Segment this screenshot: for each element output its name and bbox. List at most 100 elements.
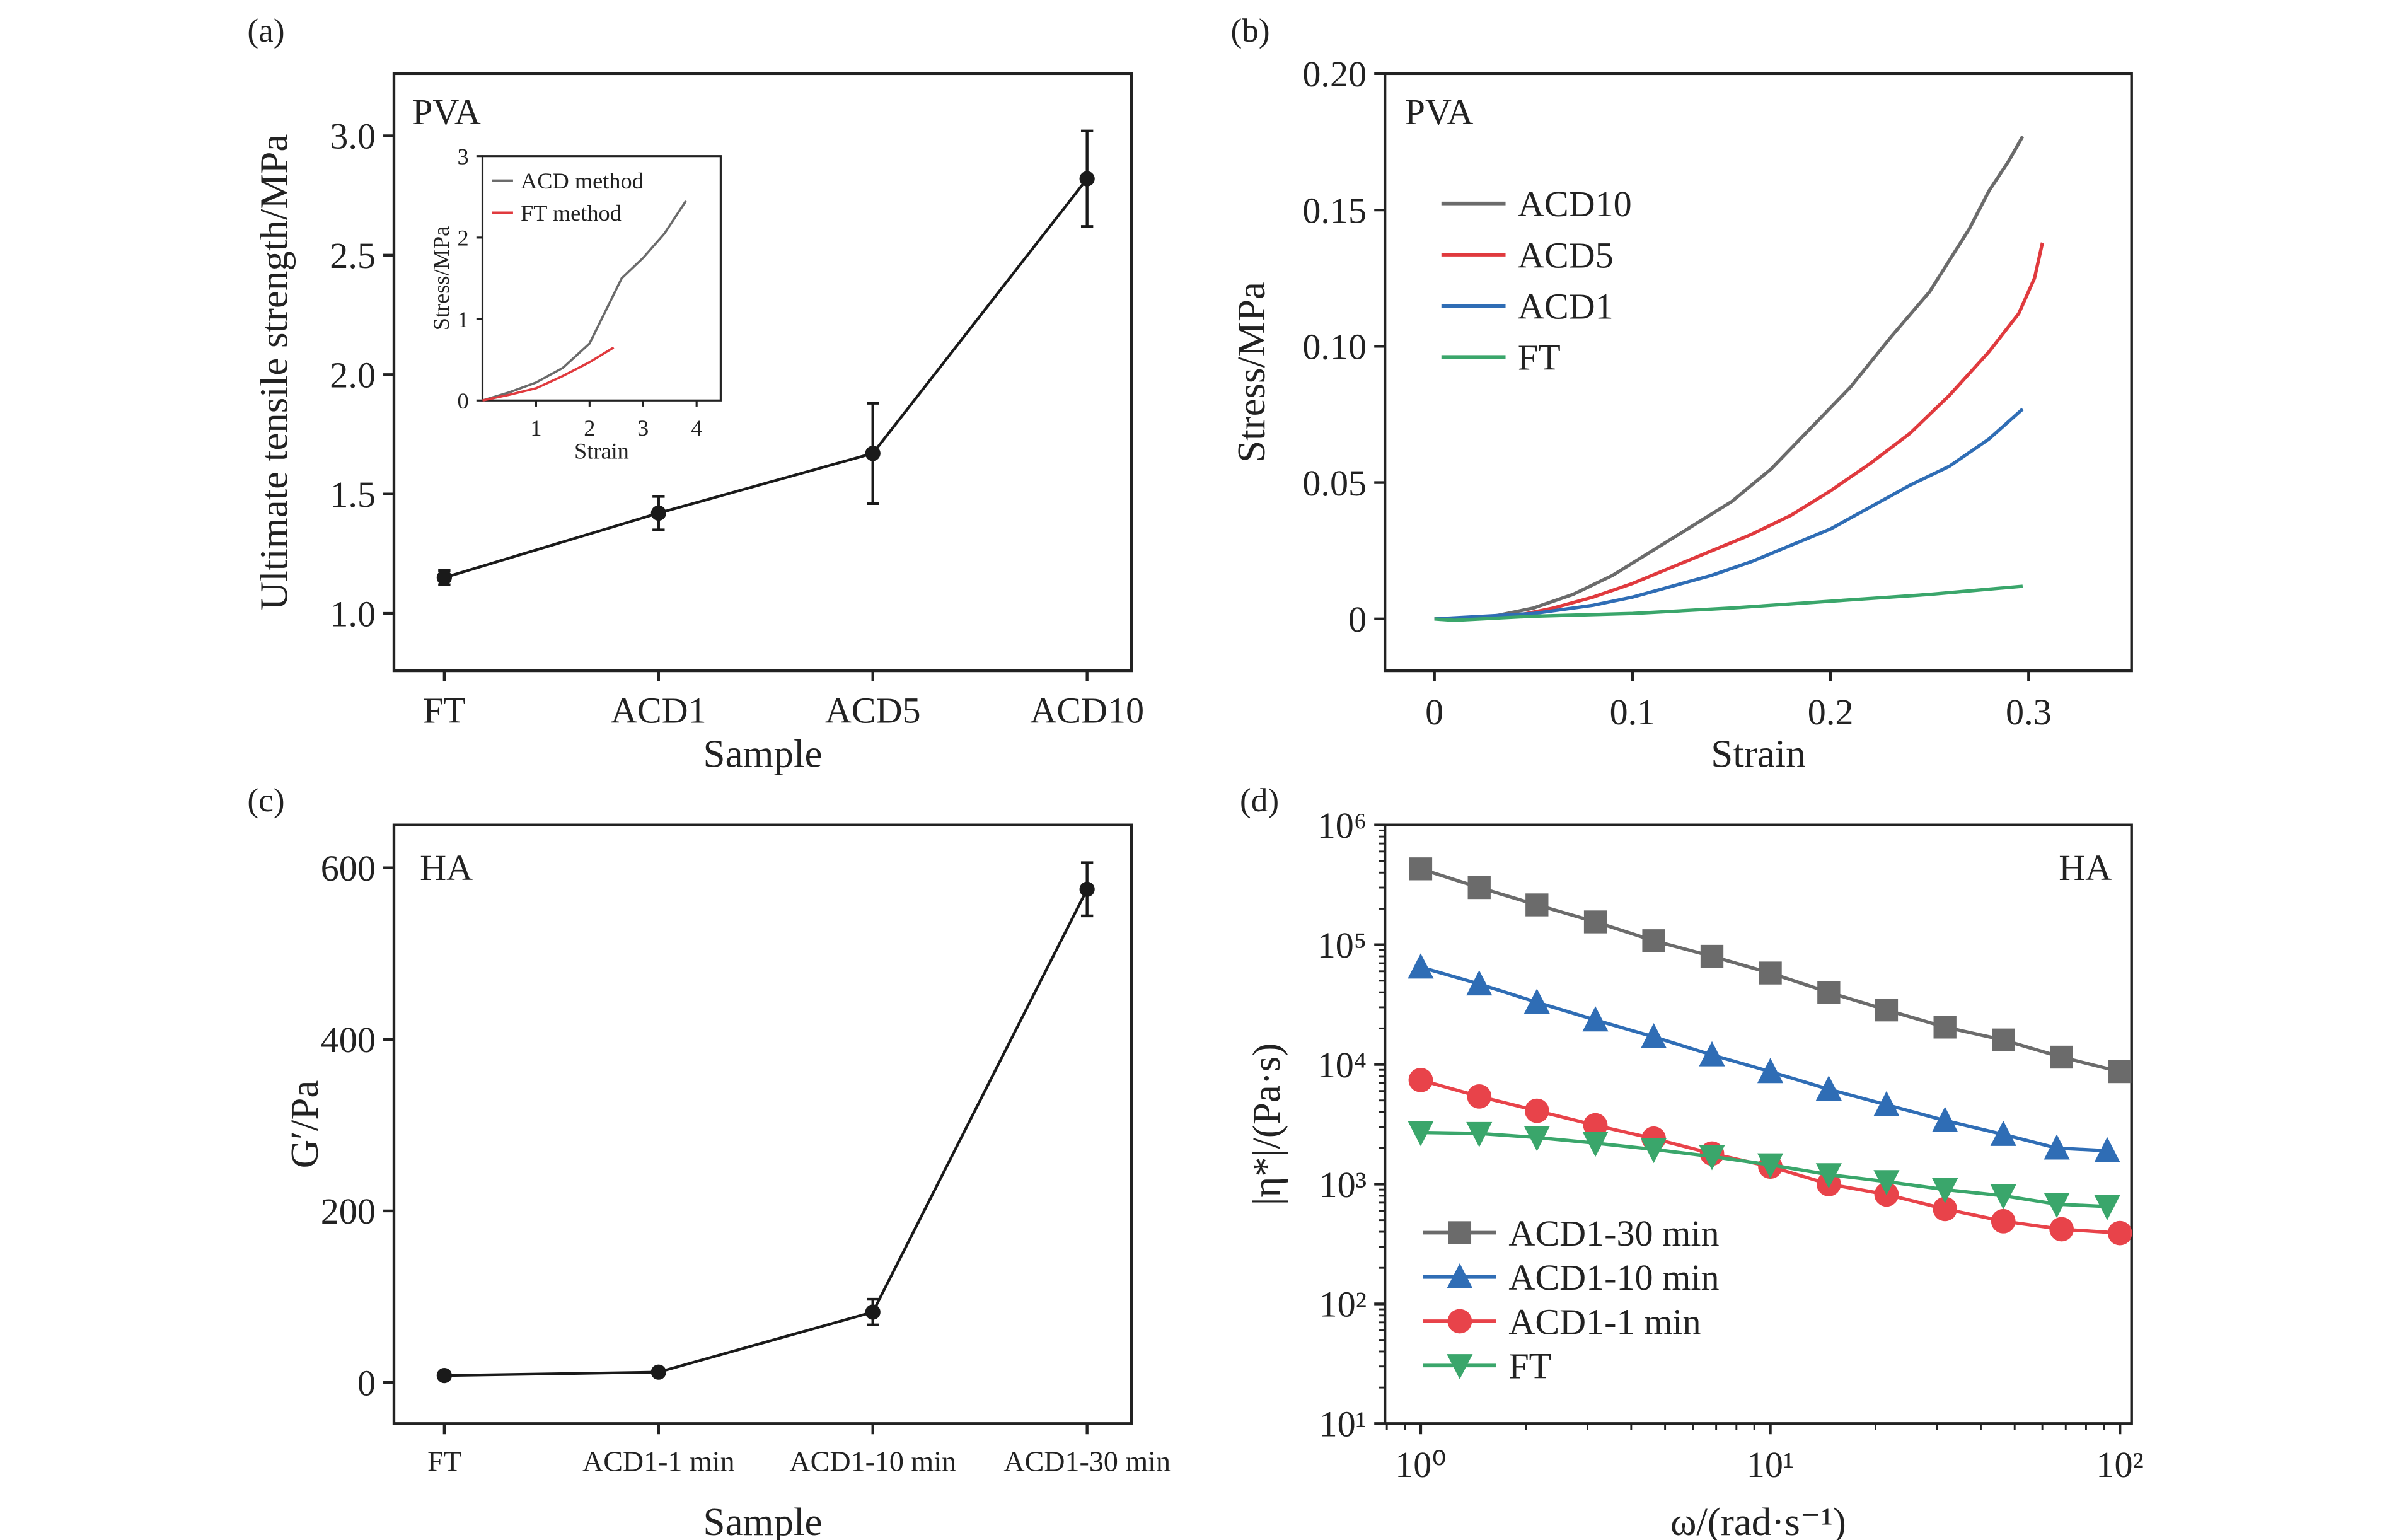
series-line: [444, 178, 1089, 579]
x-tick-label: 0: [1425, 692, 1443, 732]
x-tick-label: 2: [584, 415, 595, 441]
data-point: [1408, 1121, 1434, 1147]
y-tick-label: 3.0: [330, 116, 376, 157]
panel-letter-d: (d): [1240, 782, 1279, 819]
x-tick-label: 10¹: [1747, 1444, 1795, 1485]
data-point: [436, 570, 452, 586]
x-axis-label: ω/(rad·s⁻¹): [1670, 1500, 1846, 1540]
y-axis-label: Stress/MPa: [1229, 282, 1273, 463]
data-point: [1699, 1145, 1725, 1171]
legend-label: ACD1-10 min: [1508, 1257, 1719, 1298]
series-line-1: [1434, 242, 2044, 621]
data-point: [1932, 1106, 1958, 1132]
y-tick-label: 0: [357, 1362, 376, 1403]
x-axis-label: Strain: [574, 438, 629, 463]
series-line-0: [1434, 136, 2025, 621]
plot-frame: [392, 823, 1133, 1425]
data-point: [1875, 998, 1899, 1022]
data-point: [1759, 961, 1782, 985]
panel-annotation: PVA: [412, 91, 481, 132]
x-axis-label: Sample: [703, 1500, 823, 1540]
y-tick-label: 0.15: [1302, 190, 1367, 231]
data-point: [1873, 1170, 1900, 1196]
y-tick-label: 0.10: [1302, 327, 1367, 368]
data-point: [1408, 1068, 1433, 1092]
data-point: [865, 1304, 881, 1320]
x-axis-label: Sample: [703, 732, 823, 776]
data-point: [650, 1364, 666, 1380]
y-tick-label: 600: [321, 848, 376, 889]
panel-annotation: HA: [2059, 847, 2112, 888]
legend-label: ACD10: [1518, 183, 1632, 224]
data-point: [1523, 988, 1550, 1014]
data-point: [1991, 1208, 2016, 1234]
data-point: [1641, 1138, 1667, 1164]
legend-label: ACD1-30 min: [1508, 1213, 1719, 1254]
legend-label: ACD5: [1518, 234, 1614, 275]
y-tick-label: 2.5: [330, 235, 376, 276]
series-line-3: [1434, 584, 2023, 622]
y-tick-label: 10⁴: [1317, 1045, 1367, 1086]
legend-label: ACD1-1 min: [1508, 1301, 1701, 1342]
y-tick-label: 0: [458, 388, 469, 414]
plot-frame: [392, 72, 1133, 673]
plot-frame: [1383, 72, 2133, 673]
x-tick-label: FT: [427, 1445, 461, 1477]
data-point: [1817, 981, 1841, 1004]
y-axis-label: |η*|/(Pa·s): [1244, 1043, 1288, 1206]
data-point: [1079, 171, 1095, 187]
data-point: [1815, 1075, 1842, 1101]
y-axis-label: Ultimate tensile strength/MPa: [251, 134, 296, 611]
x-tick-label: 3: [637, 415, 649, 441]
panel-annotation: HA: [420, 847, 473, 888]
legend-label: ACD1: [1518, 286, 1614, 327]
data-point: [1409, 857, 1433, 881]
data-point: [650, 505, 666, 521]
series-line-1: [482, 346, 615, 402]
data-point: [2094, 1137, 2120, 1162]
series-line: [444, 888, 1089, 1377]
legend-marker: [1447, 1263, 1473, 1288]
legend-marker: [1447, 1309, 1472, 1334]
data-point: [2044, 1134, 2070, 1160]
y-axis-label: G′/Pa: [282, 1080, 327, 1169]
legend-label: ACD method: [521, 168, 644, 194]
data-point: [1933, 1196, 1958, 1222]
legend-marker: [1448, 1221, 1472, 1244]
y-tick-label: 1.0: [330, 593, 376, 634]
legend-label: FT: [1518, 337, 1561, 378]
y-tick-label: 1: [458, 307, 469, 332]
x-tick-label: ACD10: [1030, 690, 1144, 731]
y-tick-label: 1.5: [330, 474, 376, 515]
y-axis-label: Stress/MPa: [429, 226, 454, 331]
data-point: [2107, 1220, 2132, 1246]
data-point: [1992, 1028, 2015, 1051]
plot-frame: [1383, 823, 2133, 1425]
y-tick-label: 10⁵: [1317, 925, 1367, 966]
x-tick-label: ACD1-10 min: [789, 1445, 956, 1477]
series-line-0: [482, 200, 687, 402]
data-point: [2108, 1060, 2132, 1084]
data-point: [1583, 910, 1607, 934]
data-point: [1466, 1121, 1493, 1147]
data-point: [1873, 1091, 1900, 1116]
data-point: [1466, 970, 1493, 996]
data-point: [1583, 1113, 1608, 1138]
x-tick-label: 0.1: [1610, 692, 1656, 732]
data-point: [1990, 1184, 2016, 1210]
legend-label: FT method: [521, 200, 622, 226]
legend-label: FT: [1508, 1346, 1551, 1387]
data-point: [2049, 1217, 2074, 1242]
y-tick-label: 0.05: [1302, 463, 1367, 504]
data-point: [436, 1368, 452, 1384]
y-tick-label: 400: [321, 1019, 376, 1060]
data-point: [1990, 1120, 2016, 1146]
y-tick-label: 10⁶: [1317, 805, 1367, 846]
plot-frame: [481, 155, 722, 402]
data-point: [1582, 1006, 1609, 1032]
data-point: [2094, 1195, 2120, 1220]
y-tick-label: 3: [458, 144, 469, 169]
data-point: [1700, 944, 1724, 968]
data-point: [1582, 1132, 1609, 1157]
